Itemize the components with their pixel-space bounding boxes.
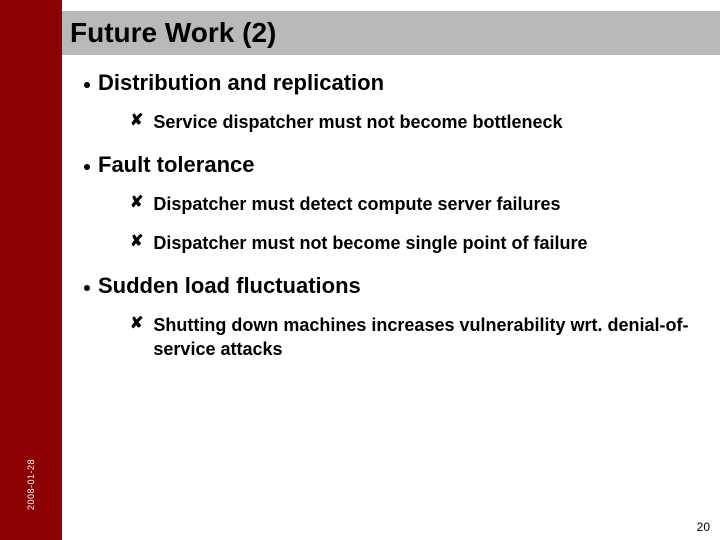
sub-bullet-list: ✘ Shutting down machines increases vulne… — [130, 313, 700, 362]
dot-icon — [84, 285, 90, 291]
sub-bullet-item: ✘ Dispatcher must not become single poin… — [130, 231, 700, 255]
slide-content: Distribution and replication ✘ Service d… — [74, 70, 700, 379]
bullet-item: Sudden load fluctuations ✘ Shutting down… — [74, 273, 700, 362]
sub-bullet-text: Dispatcher must detect compute server fa… — [153, 192, 570, 216]
sub-bullet-text: Service dispatcher must not become bottl… — [153, 110, 572, 134]
bullet-text: Fault tolerance — [98, 152, 254, 178]
sub-bullet-text: Shutting down machines increases vulnera… — [153, 313, 700, 362]
sub-bullet-list: ✘ Dispatcher must detect compute server … — [130, 192, 700, 255]
bullet-text: Distribution and replication — [98, 70, 384, 96]
bullet-item: Distribution and replication ✘ Service d… — [74, 70, 700, 134]
x-icon: ✘ — [130, 110, 143, 132]
sub-bullet-text: Dispatcher must not become single point … — [153, 231, 597, 255]
bullet-item: Fault tolerance ✘ Dispatcher must detect… — [74, 152, 700, 255]
title-bar: Future Work (2) — [62, 11, 720, 55]
date-label: 2008-01-28 — [26, 459, 36, 510]
sub-bullet-list: ✘ Service dispatcher must not become bot… — [130, 110, 700, 134]
sub-bullet-item: ✘ Service dispatcher must not become bot… — [130, 110, 700, 134]
dot-icon — [84, 164, 90, 170]
sub-bullet-item: ✘ Shutting down machines increases vulne… — [130, 313, 700, 362]
bullet-text: Sudden load fluctuations — [98, 273, 361, 299]
x-icon: ✘ — [130, 313, 143, 335]
dot-icon — [84, 82, 90, 88]
bullet-head: Sudden load fluctuations — [84, 273, 700, 299]
page-number: 20 — [697, 520, 710, 534]
x-icon: ✘ — [130, 231, 143, 253]
x-icon: ✘ — [130, 192, 143, 214]
slide-title: Future Work (2) — [70, 17, 276, 49]
sub-bullet-item: ✘ Dispatcher must detect compute server … — [130, 192, 700, 216]
bullet-head: Distribution and replication — [84, 70, 700, 96]
bullet-head: Fault tolerance — [84, 152, 700, 178]
